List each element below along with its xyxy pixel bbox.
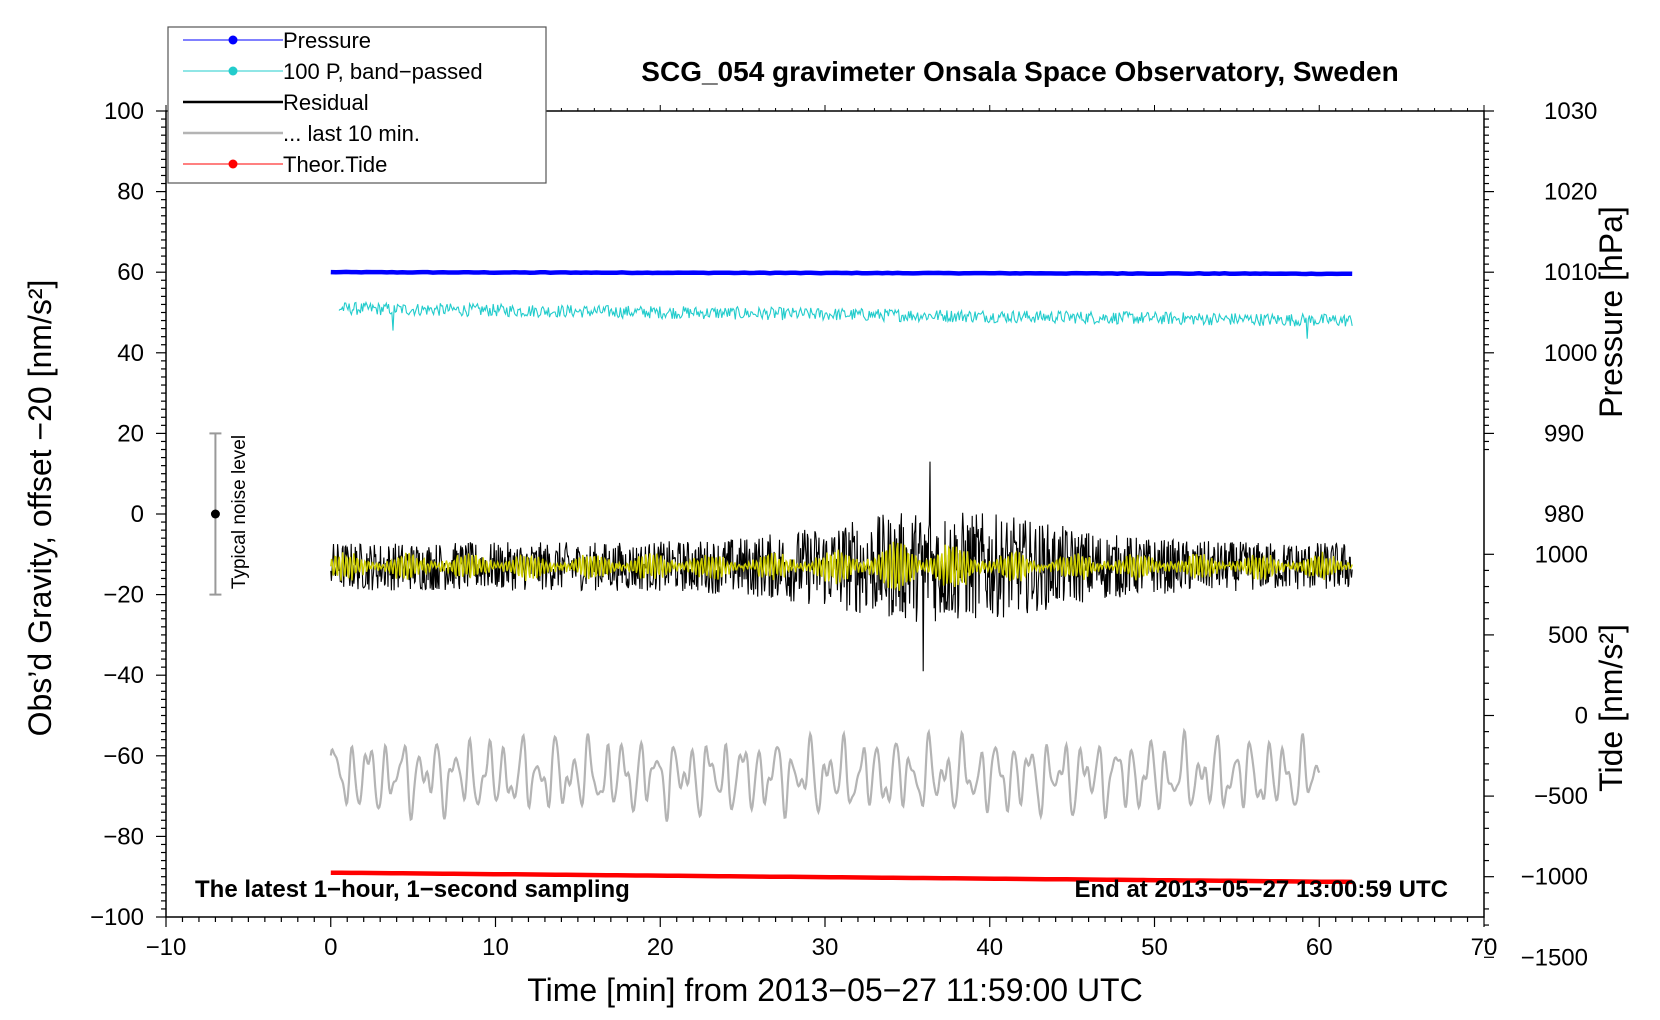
typical-noise-indicator: Typical noise level — [209, 432, 250, 596]
legend-entry-bandpassed: 100 P, band−passed — [183, 59, 483, 84]
y-tick-label-left: 100 — [104, 98, 144, 125]
y-tick-label-left: −100 — [90, 904, 144, 931]
legend-box — [167, 26, 547, 184]
y-tick-label-left: 20 — [117, 420, 144, 447]
noise-bar-center-dot — [210, 509, 220, 519]
series-pressure — [330, 269, 1353, 277]
legend-label-last10: ... last 10 min. — [283, 121, 420, 146]
y-tick-label-pressure: 1030 — [1544, 98, 1597, 125]
legend-marker-tide — [228, 159, 238, 169]
y-axis-title-pressure: Pressure [hPa] — [1593, 206, 1629, 418]
noise-level-label: Typical noise level — [229, 435, 250, 589]
y-tick-label-left: −20 — [103, 582, 144, 609]
legend-label-pressure: Pressure — [283, 28, 371, 53]
y-tick-label-pressure: 1010 — [1544, 259, 1597, 286]
y-tick-label-left: 40 — [117, 340, 144, 367]
y-tick-label-tide: −500 — [1534, 783, 1588, 810]
series-last-10-min — [329, 727, 1321, 822]
y-tick-label-left: 0 — [131, 501, 144, 528]
x-tick-label: 10 — [482, 934, 509, 961]
axis-ticks: −10 0 10 20 30 40 50 60 70100806040200−20−40−60−… — [90, 98, 1597, 971]
y-tick-label-tide: 500 — [1548, 622, 1588, 649]
y-tick-label-left: −80 — [103, 823, 144, 850]
legend-entry-tide: Theor.Tide — [183, 152, 387, 177]
x-tick-label: 30 — [812, 934, 839, 961]
y-axis-title-left: Obs’d Gravity, offset −20 [nm/s²] — [22, 280, 58, 737]
y-tick-label-tide: 1000 — [1535, 541, 1588, 568]
legend-marker-pressure — [228, 35, 238, 45]
x-tick-label: −10 — [146, 934, 187, 961]
x-tick-label: 60 — [1306, 934, 1333, 961]
legend-label-tide: Theor.Tide — [283, 152, 387, 177]
plot-series-layer — [329, 269, 1353, 885]
y-tick-label-left: −60 — [103, 743, 144, 770]
x-tick-label: 20 — [647, 934, 674, 961]
plot-frame-box — [165, 110, 1485, 918]
y-tick-label-pressure: 1000 — [1544, 340, 1597, 367]
legend-marker-bandpassed — [228, 66, 238, 76]
chart-title: SCG_054 gravimeter Onsala Space Observat… — [641, 56, 1398, 87]
plot-frame — [165, 110, 1485, 918]
legend-entry-residual: Residual — [183, 90, 369, 115]
x-tick-label: 70 — [1471, 934, 1498, 961]
y-tick-label-tide: −1500 — [1521, 944, 1588, 971]
y-tick-label-left: 60 — [117, 259, 144, 286]
x-tick-label: 50 — [1141, 934, 1168, 961]
x-tick-label: 0 — [324, 934, 337, 961]
legend-entry-last10: ... last 10 min. — [183, 121, 420, 146]
y-tick-label-pressure: 990 — [1544, 420, 1584, 447]
sampling-note: The latest 1−hour, 1−second sampling — [195, 876, 630, 903]
x-tick-label: 40 — [976, 934, 1003, 961]
y-tick-label-tide: −1000 — [1521, 864, 1588, 891]
legend: Pressure 100 P, band−passed Residual ...… — [167, 26, 547, 184]
y-tick-label-tide: 0 — [1575, 703, 1588, 730]
series-bandpassed-pressure — [338, 300, 1353, 339]
series-residual — [330, 461, 1353, 672]
legend-label-bandpassed: 100 P, band−passed — [283, 59, 483, 84]
y-tick-label-left: 80 — [117, 179, 144, 206]
y-tick-label-pressure: 1020 — [1544, 179, 1597, 206]
legend-label-residual: Residual — [283, 90, 369, 115]
x-axis-title: Time [min] from 2013−05−27 11:59:00 UTC — [527, 972, 1142, 1008]
series-theoretical-tide — [330, 870, 1353, 885]
y-tick-label-pressure: 980 — [1544, 501, 1584, 528]
y-axis-title-tide: Tide [nm/s²] — [1593, 624, 1629, 792]
end-time-note: End at 2013−05−27 13:00:59 UTC — [1074, 876, 1448, 903]
series-residual-smoothed — [330, 541, 1353, 591]
legend-entry-pressure: Pressure — [183, 28, 371, 53]
y-tick-label-left: −40 — [103, 662, 144, 689]
